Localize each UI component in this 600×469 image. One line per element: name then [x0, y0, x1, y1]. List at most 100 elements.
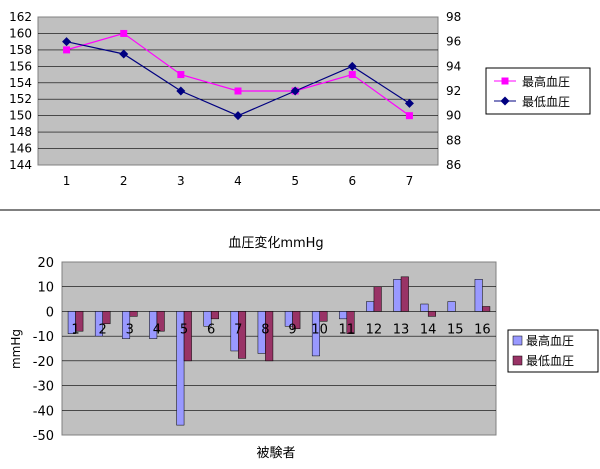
line-left-tick-label: 146 — [9, 142, 32, 156]
bar-x-axis: 1 2 3 4 5 6 7 8 9 10 11 12 13 14 15 16 — [71, 322, 490, 337]
line-left-axis: 162 160 158 156 154 152 150 148 146 144 — [9, 10, 32, 172]
bar-x-axis-title: 被験者 — [256, 446, 295, 461]
line-x-tick-label: 7 — [406, 174, 414, 188]
line-right-axis: 98 96 94 92 90 88 86 — [446, 10, 461, 172]
bar-y-tick-label: 0 — [46, 305, 54, 320]
bar-y-tick-label: -10 — [33, 330, 54, 345]
bar-max-15 — [447, 301, 456, 312]
line-right-tick-label: 88 — [446, 133, 461, 147]
line-legend-label-min: 最低血圧 — [522, 95, 570, 109]
bar-x-tick-label: 6 — [207, 322, 215, 337]
bar-min-13 — [400, 276, 409, 312]
bar-min-12 — [373, 286, 382, 312]
line-left-tick-label: 148 — [9, 125, 32, 139]
bar-series — [67, 276, 491, 426]
bar-min-9 — [292, 311, 301, 329]
bar-min-4 — [156, 311, 165, 332]
line-left-tick-label: 158 — [9, 43, 32, 57]
bar-x-tick-label: 5 — [180, 322, 188, 337]
line-series — [62, 29, 414, 121]
line-x-tick-label: 3 — [177, 174, 185, 188]
line-point-min — [404, 98, 414, 108]
bar-chart-title: 血圧変化mmHg — [228, 235, 323, 251]
bar-min-5 — [183, 311, 192, 362]
bar-y-tick-label: 20 — [37, 256, 54, 271]
bar-x-tick-label: 10 — [311, 322, 328, 337]
bar-x-tick-label: 11 — [339, 322, 356, 337]
bar-legend-swatch-min — [512, 355, 523, 366]
line-right-tick-label: 98 — [446, 10, 461, 24]
line-x-tick-label: 6 — [348, 174, 356, 188]
line-point-min — [176, 86, 186, 96]
bar-max-16 — [474, 279, 483, 312]
line-left-tick-label: 156 — [9, 59, 32, 73]
line-left-tick-label: 160 — [9, 26, 32, 40]
line-point-max — [234, 87, 242, 95]
line-right-tick-label: 94 — [446, 59, 461, 73]
bar-min-8 — [265, 311, 274, 362]
line-legend-label-max: 最高血圧 — [522, 74, 570, 89]
line-point-min — [347, 61, 357, 71]
bar-x-tick-label: 15 — [447, 322, 464, 337]
line-point-max — [348, 71, 356, 79]
line-x-tick-label: 4 — [234, 174, 242, 188]
line-x-tick-label: 5 — [291, 174, 299, 188]
bar-min-3 — [129, 311, 138, 317]
bar-x-tick-label: 9 — [288, 322, 296, 337]
line-right-tick-label: 90 — [446, 109, 461, 123]
bar-max-11 — [339, 311, 348, 320]
line-point-max — [177, 71, 185, 79]
bar-legend-swatch-max — [512, 335, 523, 346]
bar-max-13 — [393, 279, 402, 312]
line-right-tick-label: 86 — [446, 158, 461, 172]
line-right-tick-label: 92 — [446, 84, 461, 98]
line-left-tick-label: 154 — [9, 76, 32, 90]
bar-plot-area — [61, 261, 497, 436]
bar-max-3 — [122, 311, 131, 339]
bar-x-tick-label: 14 — [420, 322, 437, 337]
bar-max-12 — [366, 301, 375, 312]
line-left-tick-label: 144 — [9, 158, 32, 172]
line-x-tick-label: 1 — [63, 174, 71, 188]
bar-x-tick-label: 3 — [126, 322, 134, 337]
bar-x-tick-label: 13 — [393, 322, 410, 337]
legend-marker-max — [501, 77, 509, 85]
line-point-min — [62, 37, 72, 47]
line-point-min — [290, 86, 300, 96]
bar-y-tick-label: -30 — [33, 380, 54, 395]
line-point-max — [63, 46, 71, 54]
bar-y-axis: 20 10 0 -10 -20 -30 -40 -50 — [33, 256, 54, 444]
bar-min-1 — [75, 311, 84, 332]
line-left-tick-label: 150 — [9, 109, 32, 123]
bar-min-16 — [482, 306, 491, 312]
bar-legend-box — [507, 329, 599, 373]
bar-x-tick-label: 7 — [234, 322, 242, 337]
bar-max-14 — [420, 303, 429, 312]
bar-legend-label-max: 最高血圧 — [526, 333, 574, 348]
bar-y-tick-label: -20 — [33, 355, 54, 370]
bar-x-tick-label: 12 — [366, 322, 383, 337]
line-point-max — [120, 29, 128, 37]
line-x-axis: 1 2 3 4 5 6 7 — [63, 174, 413, 188]
bar-max-10 — [311, 311, 320, 357]
bar-x-tick-label: 2 — [99, 322, 107, 337]
legend-marker-min — [500, 96, 510, 106]
line-legend-box — [485, 67, 591, 115]
bar-min-10 — [319, 311, 328, 322]
bar-legend-label-min: 最低血圧 — [526, 354, 574, 368]
bar-x-tick-label: 1 — [71, 322, 79, 337]
bar-max-5 — [176, 311, 185, 426]
line-left-tick-label: 152 — [9, 92, 32, 106]
line-left-tick-label: 162 — [9, 10, 32, 24]
bar-y-tick-label: -40 — [33, 404, 54, 419]
line-legend: 最高血圧 最低血圧 — [485, 67, 591, 115]
bar-min-14 — [427, 311, 436, 317]
bar-min-7 — [238, 311, 247, 359]
bar-min-11 — [346, 311, 355, 334]
bar-y-axis-title: mmHg — [9, 329, 23, 369]
bar-x-tick-label: 4 — [153, 322, 161, 337]
bar-min-2 — [102, 311, 111, 325]
bar-legend: 最高血圧 最低血圧 — [507, 329, 599, 373]
